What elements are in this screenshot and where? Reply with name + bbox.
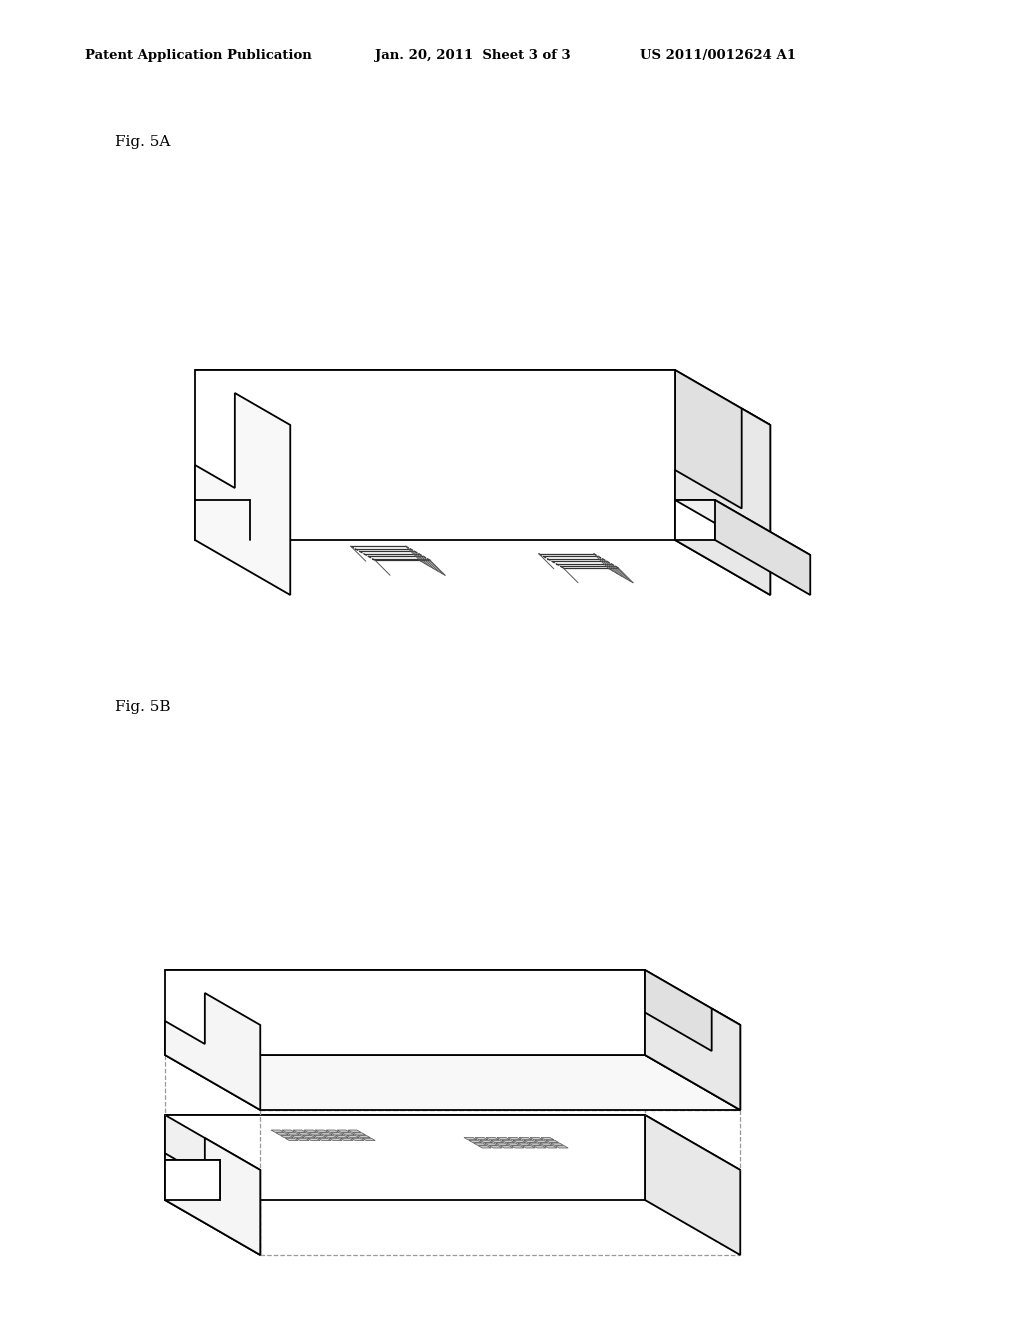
Polygon shape: [302, 1135, 315, 1138]
Polygon shape: [715, 500, 810, 595]
Polygon shape: [304, 1130, 316, 1133]
Polygon shape: [546, 1140, 559, 1143]
Polygon shape: [296, 1138, 309, 1140]
Text: Jan. 20, 2011  Sheet 3 of 3: Jan. 20, 2011 Sheet 3 of 3: [375, 49, 570, 62]
Polygon shape: [530, 1138, 543, 1139]
Text: Fig. 5B: Fig. 5B: [115, 700, 171, 714]
Polygon shape: [362, 1138, 375, 1140]
Polygon shape: [319, 1133, 333, 1135]
Polygon shape: [523, 1140, 537, 1143]
Polygon shape: [484, 1143, 498, 1146]
Polygon shape: [357, 1135, 371, 1138]
Polygon shape: [352, 1133, 366, 1135]
Polygon shape: [675, 370, 770, 595]
Polygon shape: [165, 970, 740, 1026]
Polygon shape: [165, 1160, 220, 1200]
Polygon shape: [165, 1115, 740, 1170]
Polygon shape: [551, 1143, 563, 1146]
Polygon shape: [645, 1115, 740, 1255]
Polygon shape: [675, 500, 810, 554]
Polygon shape: [282, 1130, 295, 1133]
Polygon shape: [165, 1138, 260, 1255]
Polygon shape: [501, 1146, 513, 1148]
Polygon shape: [511, 1146, 524, 1148]
Polygon shape: [490, 1140, 504, 1143]
Polygon shape: [513, 1140, 525, 1143]
Polygon shape: [315, 1130, 328, 1133]
Polygon shape: [486, 1138, 499, 1139]
Polygon shape: [165, 1055, 740, 1110]
Text: US 2011/0012624 A1: US 2011/0012624 A1: [640, 49, 796, 62]
Polygon shape: [275, 1133, 289, 1135]
Polygon shape: [534, 1146, 546, 1148]
Polygon shape: [478, 1146, 492, 1148]
Polygon shape: [517, 1143, 530, 1146]
Polygon shape: [313, 1135, 327, 1138]
Polygon shape: [325, 1135, 337, 1138]
Polygon shape: [342, 1133, 354, 1135]
Polygon shape: [340, 1138, 353, 1140]
Polygon shape: [271, 1130, 284, 1133]
Polygon shape: [307, 1138, 321, 1140]
Polygon shape: [475, 1138, 487, 1139]
Polygon shape: [545, 1146, 557, 1148]
Polygon shape: [555, 1146, 568, 1148]
Polygon shape: [337, 1130, 350, 1133]
Polygon shape: [489, 1146, 502, 1148]
Polygon shape: [508, 1138, 521, 1139]
Polygon shape: [195, 393, 290, 595]
Polygon shape: [195, 370, 770, 425]
Polygon shape: [309, 1133, 322, 1135]
Polygon shape: [502, 1140, 515, 1143]
Polygon shape: [535, 1140, 548, 1143]
Polygon shape: [336, 1135, 348, 1138]
Polygon shape: [675, 408, 770, 595]
Polygon shape: [522, 1146, 536, 1148]
Polygon shape: [165, 1115, 645, 1200]
Polygon shape: [351, 1138, 365, 1140]
Polygon shape: [165, 993, 260, 1110]
Text: Fig. 5A: Fig. 5A: [115, 135, 170, 149]
Polygon shape: [293, 1130, 306, 1133]
Polygon shape: [540, 1143, 552, 1146]
Polygon shape: [541, 1138, 554, 1139]
Polygon shape: [330, 1138, 342, 1140]
Polygon shape: [473, 1143, 486, 1146]
Polygon shape: [496, 1143, 508, 1146]
Text: Patent Application Publication: Patent Application Publication: [85, 49, 311, 62]
Polygon shape: [298, 1133, 310, 1135]
Polygon shape: [464, 1138, 477, 1139]
Polygon shape: [318, 1138, 331, 1140]
Polygon shape: [165, 1115, 260, 1255]
Polygon shape: [331, 1133, 344, 1135]
Polygon shape: [497, 1138, 510, 1139]
Polygon shape: [479, 1140, 493, 1143]
Polygon shape: [528, 1143, 542, 1146]
Polygon shape: [346, 1135, 359, 1138]
Polygon shape: [165, 970, 645, 1055]
Polygon shape: [675, 500, 715, 540]
Polygon shape: [326, 1130, 339, 1133]
Polygon shape: [507, 1143, 519, 1146]
Polygon shape: [645, 1008, 740, 1110]
Polygon shape: [348, 1130, 360, 1133]
Polygon shape: [519, 1138, 531, 1139]
Polygon shape: [469, 1140, 481, 1143]
Polygon shape: [645, 970, 740, 1110]
Polygon shape: [292, 1135, 304, 1138]
Polygon shape: [281, 1135, 294, 1138]
Polygon shape: [195, 370, 675, 540]
Polygon shape: [286, 1138, 298, 1140]
Polygon shape: [287, 1133, 300, 1135]
